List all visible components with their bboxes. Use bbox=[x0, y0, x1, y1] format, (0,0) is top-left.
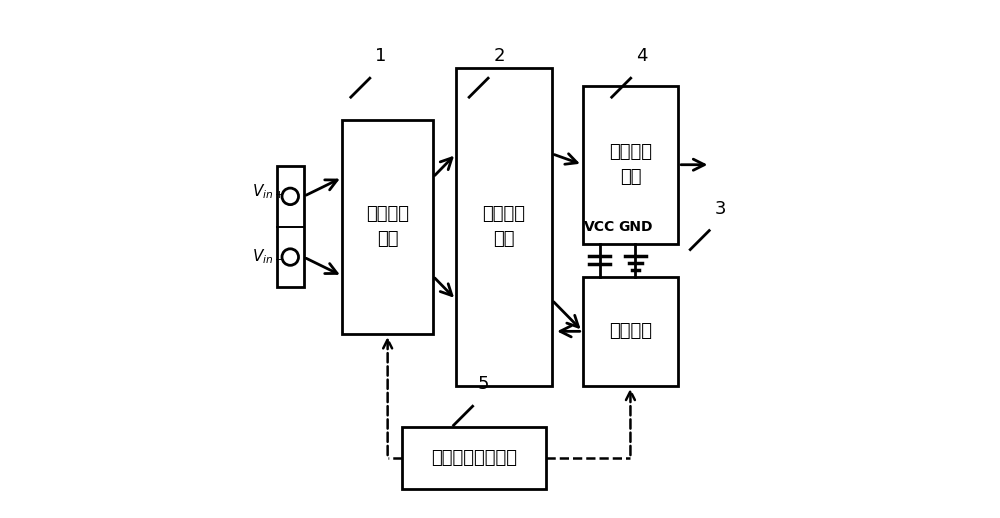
Bar bbox=[277, 166, 304, 287]
Text: $V_{in+}$: $V_{in+}$ bbox=[252, 182, 284, 201]
Text: 2: 2 bbox=[493, 47, 505, 65]
Text: VCC: VCC bbox=[584, 220, 615, 234]
Bar bbox=[583, 277, 678, 385]
Bar bbox=[456, 68, 552, 385]
Text: 滤波分压
电路: 滤波分压 电路 bbox=[482, 205, 525, 248]
Circle shape bbox=[282, 249, 299, 265]
Bar bbox=[402, 427, 546, 489]
Text: GND: GND bbox=[618, 220, 653, 234]
Text: 偏置电路: 偏置电路 bbox=[609, 322, 652, 340]
Bar bbox=[342, 120, 433, 334]
Text: 单位增益
电路: 单位增益 电路 bbox=[609, 143, 652, 186]
Text: 信号类型选择电路: 信号类型选择电路 bbox=[431, 449, 517, 467]
Text: 5: 5 bbox=[478, 376, 489, 393]
Text: 3: 3 bbox=[714, 199, 726, 218]
Text: 4: 4 bbox=[636, 47, 647, 65]
Text: 过压保护
电路: 过压保护 电路 bbox=[366, 205, 409, 248]
Circle shape bbox=[282, 188, 299, 205]
Text: 1: 1 bbox=[375, 47, 386, 65]
Bar bbox=[583, 86, 678, 243]
Text: $V_{in-}$: $V_{in-}$ bbox=[252, 248, 284, 266]
